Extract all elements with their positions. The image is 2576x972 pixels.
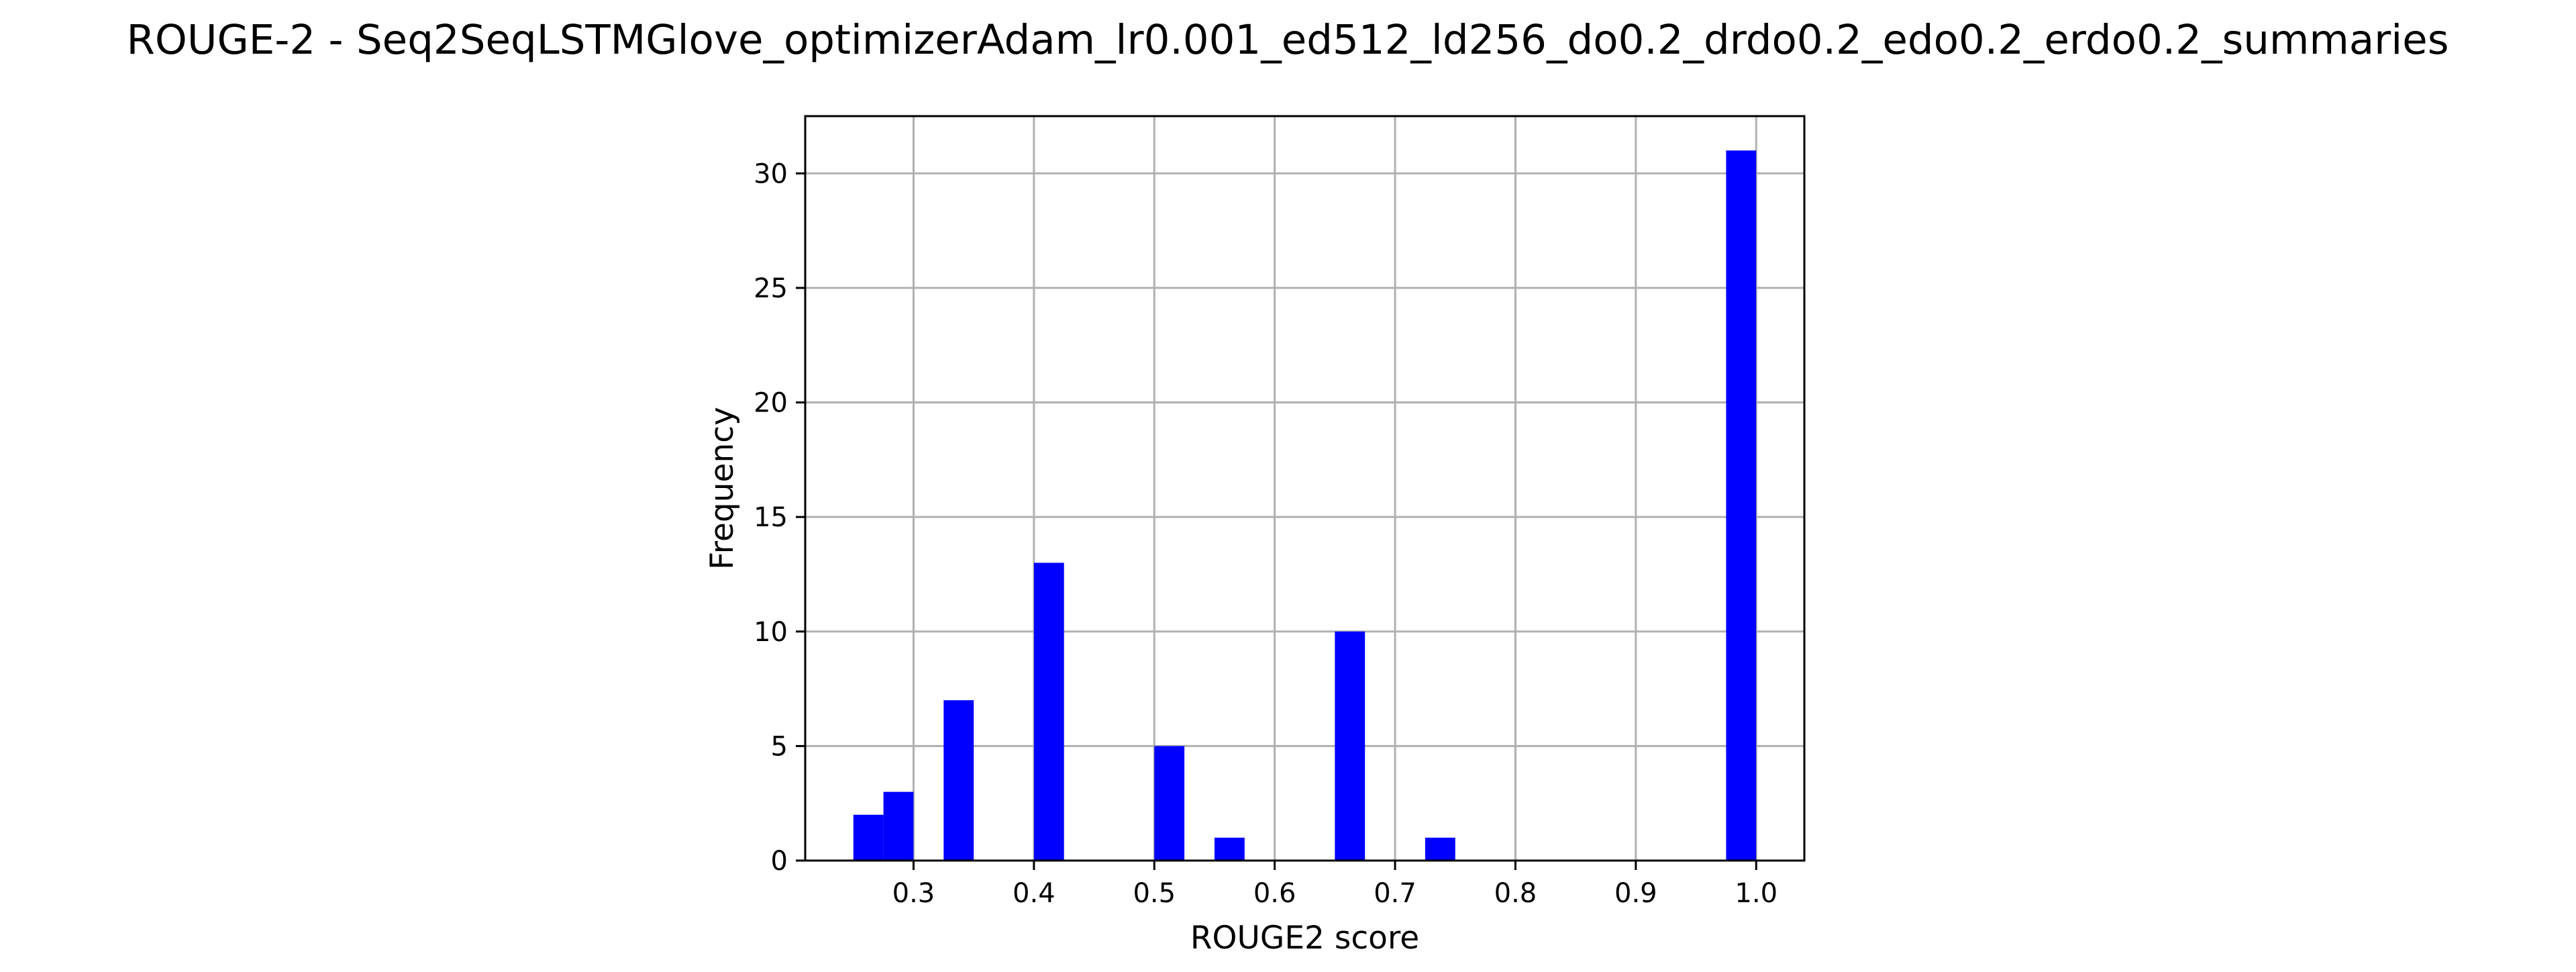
histogram-bar	[853, 814, 884, 861]
y-axis-label: Frequency	[704, 407, 741, 570]
y-tick-label: 20	[754, 388, 788, 419]
histogram-bar	[883, 791, 914, 861]
x-tick-label: 0.8	[1494, 878, 1537, 909]
histogram-bar	[1033, 563, 1064, 861]
y-axis-ticks: 0 5 10 15 20 25 30	[754, 158, 805, 877]
y-tick-label: 0	[771, 846, 788, 877]
x-axis-ticks: 0.3 0.4 0.5 0.6 0.7 0.8 0.9 1.0	[892, 861, 1778, 909]
bars	[853, 150, 1757, 861]
x-tick-label: 0.7	[1374, 878, 1416, 909]
y-tick-label: 10	[754, 617, 788, 648]
histogram-bar	[1425, 837, 1455, 861]
x-tick-label: 0.9	[1614, 878, 1657, 909]
x-tick-label: 1.0	[1735, 878, 1778, 909]
y-tick-label: 30	[754, 158, 788, 189]
grid-lines	[805, 116, 1804, 862]
histogram-bar	[1214, 837, 1245, 861]
histogram-bar	[943, 700, 974, 861]
y-tick-label: 15	[754, 502, 788, 533]
x-tick-label: 0.4	[1013, 878, 1055, 909]
x-tick-label: 0.3	[892, 878, 935, 909]
x-tick-label: 0.6	[1253, 878, 1296, 909]
chart-title: ROUGE-2 - Seq2SeqLSTMGlove_optimizerAdam…	[126, 16, 2449, 64]
y-tick-label: 25	[754, 273, 788, 304]
histogram-bar	[1726, 150, 1757, 861]
plot-frame	[804, 115, 1806, 862]
histogram-bar	[1154, 746, 1185, 861]
x-axis-label: ROUGE2 score	[1190, 920, 1419, 957]
histogram-bar	[1335, 631, 1366, 861]
y-tick-label: 5	[771, 731, 788, 762]
x-tick-label: 0.5	[1133, 878, 1176, 909]
